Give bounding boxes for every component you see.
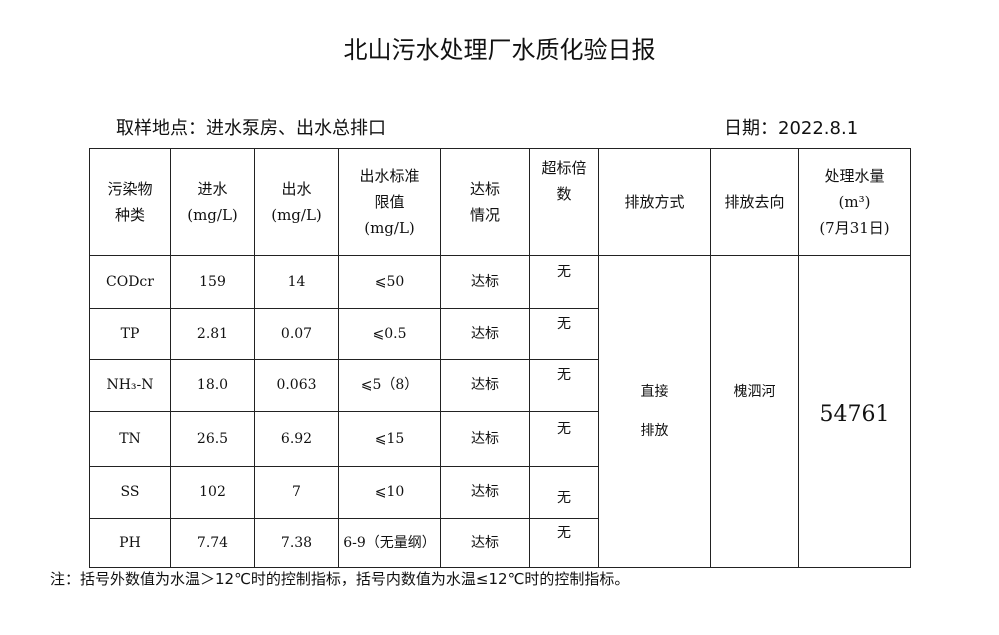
exceed-cell: 无 — [529, 411, 599, 467]
sampling-location: 取样地点：进水泵房、出水总排口 — [116, 118, 386, 139]
report-title: 北山污水处理厂水质化验日报 — [343, 36, 656, 64]
outflow-cell: 7.38 — [254, 518, 339, 568]
exceed-cell: 无 — [529, 308, 599, 360]
header-exceed: 超标倍数 — [529, 148, 599, 256]
table-row: NH₃-N 18.0 0.063 ⩽5（8） 达标无 — [89, 359, 911, 412]
header-outflow: 出水 (mg/L) — [254, 148, 339, 256]
header-discharge-mode: 排放方式 — [598, 148, 711, 256]
table-row: CODcr 159 14 ⩽50 达标无直接 排放 槐泗河 54761 — [89, 255, 911, 568]
report-date: 日期：2022.8.1 — [724, 118, 859, 139]
status-cell: 达标 — [440, 255, 530, 309]
inflow-cell: 2.81 — [170, 308, 255, 360]
outflow-cell: 0.063 — [254, 359, 339, 412]
table-row: SS 102 7 ⩽10 达标无 — [89, 466, 911, 519]
header-discharge-to: 排放去向 — [710, 148, 799, 256]
status-cell: 达标 — [440, 518, 530, 568]
inflow-cell: 26.5 — [170, 411, 255, 467]
pollutant-cell: NH₃-N — [89, 359, 171, 412]
exceed-cell: 无 — [529, 359, 599, 412]
header-row: 污染物 种类 进水 (mg/L) 出水 (mg/L) 出水标准 限值 (mg/L) 达标情… — [89, 148, 911, 256]
pollutant-cell: TN — [89, 411, 171, 467]
header-status: 达标 情况 — [440, 148, 530, 256]
exceed-cell: 无 — [529, 466, 599, 519]
pollutant-cell: SS — [89, 466, 171, 519]
exceed-cell: 无 — [529, 255, 599, 309]
pollutant-cell: PH — [89, 518, 171, 568]
inflow-cell: 18.0 — [170, 359, 255, 412]
water-quality-table: 污染物 种类 进水 (mg/L) 出水 (mg/L) 出水标准 限值 (mg/L) 达标情… — [89, 148, 911, 568]
limit-cell: 6-9（无量纲） — [338, 518, 441, 568]
limit-cell: ⩽15 — [338, 411, 441, 467]
footnote: 注：括号外数值为水温＞12℃时的控制指标，括号内数值为水温≤12℃时的控制指标。 — [50, 570, 630, 588]
limit-cell: ⩽5（8） — [338, 359, 441, 412]
inflow-cell: 159 — [170, 255, 255, 309]
limit-cell: ⩽50 — [338, 255, 441, 309]
limit-cell: ⩽0.5 — [338, 308, 441, 360]
discharge-to-cell: 槐泗河 — [710, 255, 799, 568]
inflow-cell: 102 — [170, 466, 255, 519]
outflow-cell: 0.07 — [254, 308, 339, 360]
table-row: TN 26.5 6.92 ⩽15 达标无 — [89, 411, 911, 467]
outflow-cell: 14 — [254, 255, 339, 309]
status-cell: 达标 — [440, 466, 530, 519]
status-cell: 达标 — [440, 359, 530, 412]
status-cell: 达标 — [440, 308, 530, 360]
table-row: TP 2.81 0.07 ⩽0.5 达标无 — [89, 308, 911, 360]
limit-cell: ⩽10 — [338, 466, 441, 519]
outflow-cell: 6.92 — [254, 411, 339, 467]
status-cell: 达标 — [440, 411, 530, 467]
exceed-cell: 无 — [529, 518, 599, 568]
outflow-cell: 7 — [254, 466, 339, 519]
header-pollutant: 污染物 种类 — [89, 148, 171, 256]
header-inflow: 进水 (mg/L) — [170, 148, 255, 256]
table-row: PH 7.74 7.38 6-9（无量纲） 达标无 — [89, 518, 911, 568]
header-limit: 出水标准 限值 (mg/L) — [338, 148, 441, 256]
header-volume: 处理水量 (m³) (7月31日) — [798, 148, 911, 256]
inflow-cell: 7.74 — [170, 518, 255, 568]
pollutant-cell: CODcr — [89, 255, 171, 309]
volume-cell: 54761 — [798, 255, 911, 568]
pollutant-cell: TP — [89, 308, 171, 360]
discharge-mode-cell: 直接 排放 — [598, 255, 711, 568]
